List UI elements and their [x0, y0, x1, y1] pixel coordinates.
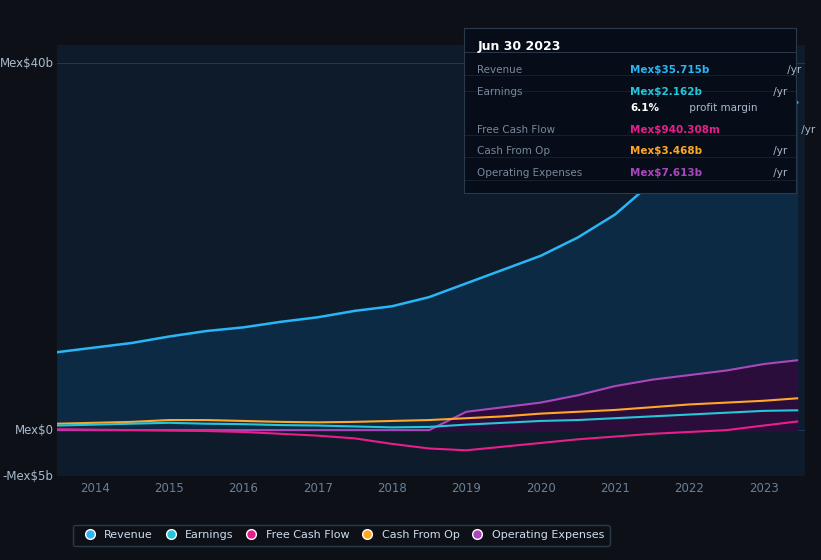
Text: Mex$40b: Mex$40b [0, 57, 53, 69]
Text: Mex$940.308m: Mex$940.308m [631, 125, 720, 134]
Text: /yr: /yr [770, 146, 787, 156]
Text: Free Cash Flow: Free Cash Flow [477, 125, 555, 134]
Text: Earnings: Earnings [477, 87, 523, 97]
Text: 6.1%: 6.1% [631, 103, 659, 113]
Legend: Revenue, Earnings, Free Cash Flow, Cash From Op, Operating Expenses: Revenue, Earnings, Free Cash Flow, Cash … [73, 525, 610, 546]
Text: /yr: /yr [770, 87, 787, 97]
Text: Mex$3.468b: Mex$3.468b [631, 146, 702, 156]
Text: /yr: /yr [798, 125, 815, 134]
Text: Revenue: Revenue [477, 65, 522, 75]
Text: Mex$0: Mex$0 [15, 423, 53, 437]
Text: Mex$2.162b: Mex$2.162b [631, 87, 702, 97]
Text: Jun 30 2023: Jun 30 2023 [477, 40, 561, 53]
Text: Operating Expenses: Operating Expenses [477, 167, 582, 178]
Text: Cash From Op: Cash From Op [477, 146, 550, 156]
Text: /yr: /yr [784, 65, 801, 75]
Text: /yr: /yr [770, 167, 787, 178]
Text: Mex$7.613b: Mex$7.613b [631, 167, 702, 178]
Text: profit margin: profit margin [686, 103, 758, 113]
Text: -Mex$5b: -Mex$5b [2, 469, 53, 483]
Text: Mex$35.715b: Mex$35.715b [631, 65, 709, 75]
